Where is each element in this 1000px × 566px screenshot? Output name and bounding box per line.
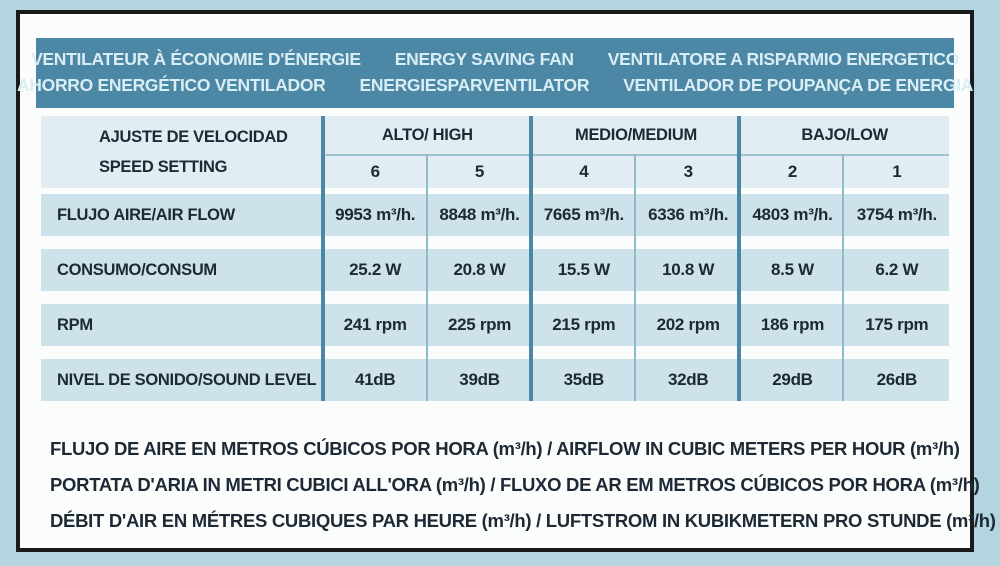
sound-speed4: 35dB bbox=[563, 370, 605, 389]
col-group-medium: MEDIO/MEDIUM bbox=[575, 125, 697, 144]
footnote-fr-de: DÉBIT D'AIR EN MÉTRES CUBIQUES PAR HEURE… bbox=[50, 510, 996, 531]
document-frame: VENTILATEUR À ÉCONOMIE D'ÉNERGIE ENERGY … bbox=[16, 10, 996, 552]
consumption-speed6: 25.2 W bbox=[349, 260, 402, 279]
speed-3: 3 bbox=[683, 162, 693, 181]
col-group-high: ALTO/ HIGH bbox=[381, 125, 473, 144]
column-divider-thick bbox=[529, 116, 533, 401]
column-divider-thick bbox=[321, 116, 325, 401]
table-row-airflow: FLUJO AIRE/AIR FLOW 9953 m³/h. 8848 m³/h… bbox=[41, 194, 949, 236]
table-row-rpm: RPM 241 rpm 225 rpm 215 rpm 202 rpm 186 … bbox=[41, 304, 949, 346]
row-label-airflow: FLUJO AIRE/AIR FLOW bbox=[57, 205, 235, 224]
consumption-speed1: 6.2 W bbox=[875, 260, 919, 279]
title-banner: VENTILATEUR À ÉCONOMIE D'ÉNERGIE ENERGY … bbox=[17, 38, 973, 108]
airflow-speed5: 8848 m³/h. bbox=[439, 205, 520, 224]
spec-table: AJUSTE DE VELOCIDAD SPEED SETTING ALTO/ … bbox=[41, 116, 949, 401]
airflow-speed3: 6336 m³/h. bbox=[648, 205, 729, 224]
speed-number-row: 6 5 4 3 2 1 bbox=[323, 154, 949, 188]
sound-speed1: 26dB bbox=[876, 370, 918, 389]
airflow-speed1: 3754 m³/h. bbox=[856, 205, 937, 224]
footnote-es-en: FLUJO DE AIRE EN METROS CÚBICOS POR HORA… bbox=[50, 438, 960, 459]
title-line-2: AHORRO ENERGÉTICO VENTILADOR ENERGIESPAR… bbox=[17, 72, 973, 98]
speed-6: 6 bbox=[370, 162, 380, 181]
column-divider-thick bbox=[737, 116, 741, 401]
speed-5: 5 bbox=[474, 162, 485, 181]
rpm-speed1: 175 rpm bbox=[865, 315, 929, 334]
speed-setting-label: AJUSTE DE VELOCIDAD SPEED SETTING bbox=[41, 116, 323, 188]
sound-speed5: 39dB bbox=[459, 370, 500, 389]
column-divider-thin bbox=[634, 154, 636, 401]
row-label-sound-level: NIVEL DE SONIDO/SOUND LEVEL bbox=[57, 370, 317, 389]
row-label-consumption: CONSUMO/CONSUM bbox=[57, 260, 217, 279]
sound-speed3: 32dB bbox=[667, 370, 709, 389]
speed-columns-header: ALTO/ HIGH MEDIO/MEDIUM BAJO/LOW 6 5 4 3… bbox=[323, 116, 949, 188]
rpm-speed2: 186 rpm bbox=[760, 315, 825, 334]
title-spanish: AHORRO ENERGÉTICO VENTILADOR bbox=[16, 75, 326, 95]
consumption-speed4: 15.5 W bbox=[557, 260, 610, 279]
speed-2: 2 bbox=[787, 162, 798, 181]
footnote-it-pt: PORTATA D'ARIA IN METRI CUBICI ALL'ORA (… bbox=[50, 474, 980, 495]
title-english: ENERGY SAVING FAN bbox=[394, 49, 574, 69]
table-header-row: AJUSTE DE VELOCIDAD SPEED SETTING ALTO/ … bbox=[41, 116, 949, 188]
speed-group-row: ALTO/ HIGH MEDIO/MEDIUM BAJO/LOW bbox=[323, 116, 949, 154]
rpm-speed6: 241 rpm bbox=[343, 315, 407, 334]
title-german: ENERGIESPARVENTILATOR bbox=[359, 75, 590, 95]
title-line-1: VENTILATEUR À ÉCONOMIE D'ÉNERGIE ENERGY … bbox=[31, 46, 959, 72]
title-italian: VENTILATORE A RISPARMIO ENERGETICO bbox=[607, 49, 959, 69]
airflow-speed4: 7665 m³/h. bbox=[543, 205, 624, 224]
consumption-speed3: 10.8 W bbox=[662, 260, 715, 279]
speed-setting-label-en: SPEED SETTING bbox=[99, 158, 228, 176]
rpm-speed5: 225 rpm bbox=[447, 315, 512, 334]
consumption-speed5: 20.8 W bbox=[453, 260, 506, 279]
row-label-rpm: RPM bbox=[57, 315, 93, 334]
airflow-speed6: 9953 m³/h. bbox=[335, 205, 416, 224]
footnotes: FLUJO DE AIRE EN METROS CÚBICOS POR HORA… bbox=[36, 431, 996, 539]
col-group-low: BAJO/LOW bbox=[801, 125, 888, 144]
sound-speed6: 41dB bbox=[354, 370, 396, 389]
column-divider-thin bbox=[842, 154, 844, 401]
speed-setting-label-es: AJUSTE DE VELOCIDAD bbox=[99, 128, 288, 146]
title-french: VENTILATEUR À ÉCONOMIE D'ÉNERGIE bbox=[31, 49, 361, 69]
table-row-consumption: CONSUMO/CONSUM 25.2 W 20.8 W 15.5 W 10.8… bbox=[41, 249, 949, 291]
column-divider-thin bbox=[426, 154, 428, 401]
consumption-speed2: 8.5 W bbox=[771, 260, 814, 279]
rpm-speed3: 202 rpm bbox=[656, 315, 720, 334]
airflow-speed2: 4803 m³/h. bbox=[752, 205, 833, 224]
sound-speed2: 29dB bbox=[772, 370, 813, 389]
speed-1: 1 bbox=[892, 162, 902, 181]
speed-4: 4 bbox=[579, 162, 589, 181]
table-row-sound-level: NIVEL DE SONIDO/SOUND LEVEL 41dB 39dB 35… bbox=[41, 359, 949, 401]
rpm-speed4: 215 rpm bbox=[552, 315, 616, 334]
title-portuguese: VENTILADOR DE POUPANÇA DE ENERGIA bbox=[623, 75, 974, 95]
